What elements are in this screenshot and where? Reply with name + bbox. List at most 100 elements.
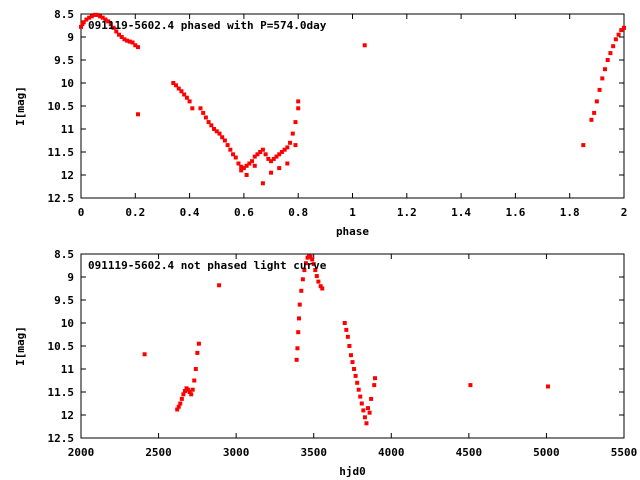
data-point — [187, 390, 192, 394]
data-point — [260, 147, 265, 152]
data-point — [182, 389, 187, 394]
y-tick-label: 8.5 — [54, 8, 74, 21]
data-point — [189, 392, 194, 397]
data-point — [369, 396, 374, 401]
data-point — [299, 288, 304, 293]
x-tick-label: 0.2 — [125, 206, 145, 219]
x-tick-label: 0 — [78, 206, 85, 219]
plot-title: 091119-5602.4 phased with P=574.0day — [88, 19, 327, 32]
y-tick-label: 11 — [61, 123, 75, 136]
y-tick-label: 8.5 — [54, 248, 74, 261]
x-axis-label: phase — [336, 225, 369, 238]
data-point — [361, 408, 366, 413]
data-point — [258, 150, 263, 154]
x-tick-label: 5500 — [611, 446, 638, 459]
data-point — [605, 58, 610, 62]
data-point — [279, 150, 284, 154]
data-point — [296, 99, 301, 104]
data-point — [239, 164, 244, 169]
y-axis-label: I[mag] — [14, 326, 27, 366]
data-point — [296, 330, 301, 335]
data-point — [597, 87, 602, 92]
data-point — [297, 302, 302, 307]
data-point — [608, 51, 613, 56]
data-point — [358, 394, 363, 399]
data-point — [594, 99, 599, 104]
data-point — [244, 163, 249, 168]
data-point — [198, 106, 203, 111]
x-tick-label: 4000 — [378, 446, 405, 459]
data-point — [209, 123, 214, 128]
x-tick-label: 5000 — [533, 446, 560, 459]
data-point — [142, 352, 147, 357]
data-point — [302, 268, 307, 273]
phased-light-curve-plot: 0 0.2 0.4 0.6 0.8 1 1.2 1.4 1.6 1.8 2 8.5 9 9.5 10 10.5… — [14, 8, 627, 238]
x-tick-label: 1 — [349, 206, 356, 219]
y-tick-label: 12 — [61, 169, 74, 182]
data-point — [181, 392, 186, 397]
data-point — [228, 147, 233, 152]
data-point — [106, 19, 111, 24]
data-point — [303, 261, 308, 266]
data-point — [114, 29, 119, 34]
data-point — [87, 15, 92, 20]
data-point — [206, 120, 211, 125]
data-point — [175, 407, 180, 412]
data-point — [347, 344, 352, 348]
data-point — [176, 404, 181, 409]
data-point — [314, 274, 319, 279]
data-point — [178, 401, 183, 406]
plot-frame — [80, 13, 625, 199]
data-point — [271, 156, 276, 161]
data-point — [195, 350, 200, 355]
data-point — [600, 76, 605, 81]
data-point — [108, 22, 113, 27]
plot-title: 091119-5602.4 not phased light curve — [88, 259, 327, 272]
data-point — [171, 81, 176, 85]
data-point — [619, 28, 624, 33]
data-point — [220, 135, 225, 140]
data-point — [176, 86, 181, 91]
data-point — [293, 120, 298, 125]
data-point — [316, 279, 321, 284]
x-tick-label: 4500 — [456, 446, 483, 459]
x-tick-label: 2500 — [145, 446, 172, 459]
data-point — [613, 37, 618, 42]
data-point — [212, 127, 217, 131]
data-point — [545, 384, 550, 389]
data-point — [125, 38, 130, 43]
x-tick-label: 2000 — [68, 446, 95, 459]
data-point — [372, 383, 377, 388]
data-point — [269, 170, 274, 175]
data-point — [581, 143, 586, 148]
data-point — [320, 286, 325, 291]
data-point — [222, 138, 227, 143]
data-point — [236, 161, 241, 166]
data-point — [231, 152, 236, 157]
y-tick-label: 11 — [61, 363, 75, 376]
data-point — [352, 367, 357, 371]
data-point — [133, 43, 138, 48]
data-point — [592, 110, 597, 115]
data-point — [239, 168, 244, 173]
data-point — [244, 173, 249, 177]
data-point — [225, 143, 230, 148]
data-point — [255, 152, 260, 157]
data-point — [310, 257, 315, 262]
y-axis-label: I[mag] — [14, 86, 27, 126]
data-point — [367, 410, 372, 415]
data-point — [308, 254, 313, 259]
data-point — [187, 99, 192, 104]
data-point — [193, 367, 198, 371]
y-tick-label: 10.5 — [48, 340, 75, 353]
data-point — [295, 346, 300, 351]
data-point — [179, 89, 184, 94]
y-tick-label: 9 — [67, 271, 74, 284]
data-point — [203, 115, 208, 120]
data-point — [269, 159, 274, 164]
data-point — [89, 14, 94, 19]
y-tick-label: 12.5 — [48, 192, 75, 205]
data-point — [313, 268, 318, 273]
data-point — [98, 14, 103, 19]
x-tick-label: 0.4 — [180, 206, 200, 219]
